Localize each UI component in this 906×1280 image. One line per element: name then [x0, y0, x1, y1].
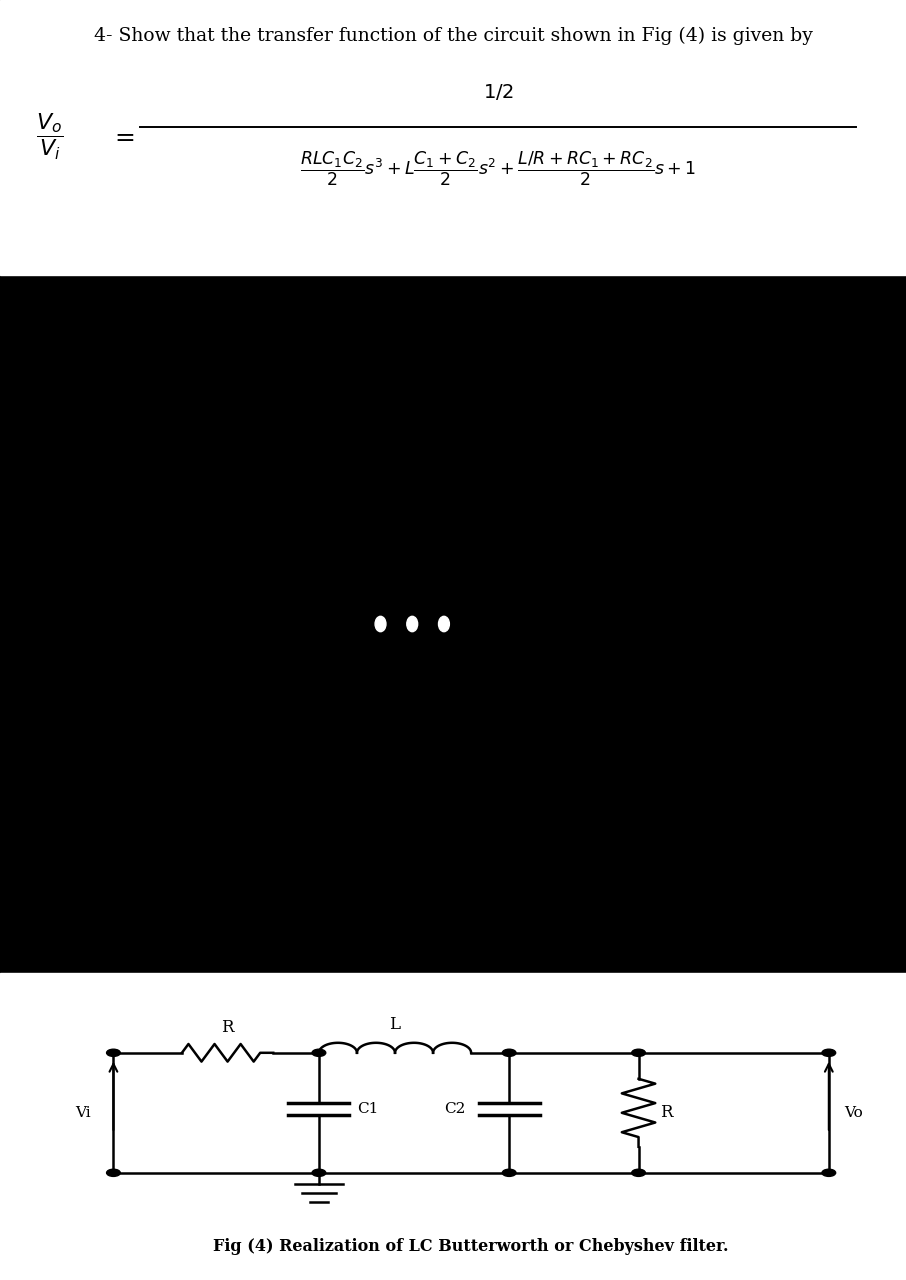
Circle shape — [631, 1050, 645, 1056]
Text: C2: C2 — [445, 1102, 466, 1116]
Text: L: L — [390, 1016, 400, 1033]
Bar — [0, 973, 906, 1280]
Text: Vo: Vo — [844, 1106, 863, 1120]
Circle shape — [502, 1169, 516, 1176]
Circle shape — [822, 1050, 835, 1056]
Text: Fig (4) Realization of LC Butterworth or Chebyshev filter.: Fig (4) Realization of LC Butterworth or… — [214, 1238, 728, 1256]
Text: R: R — [660, 1105, 672, 1121]
Circle shape — [407, 617, 418, 631]
Circle shape — [107, 1050, 120, 1056]
Circle shape — [439, 617, 449, 631]
Text: $=$: $=$ — [110, 125, 135, 148]
Circle shape — [822, 1169, 835, 1176]
Text: $\dfrac{V_o}{V_i}$: $\dfrac{V_o}{V_i}$ — [36, 111, 63, 163]
Text: R: R — [221, 1019, 234, 1036]
Text: Vi: Vi — [75, 1106, 91, 1120]
Text: 4- Show that the transfer function of the circuit shown in Fig (4) is given by: 4- Show that the transfer function of th… — [93, 27, 813, 45]
Circle shape — [375, 617, 386, 631]
Circle shape — [312, 1050, 326, 1056]
Circle shape — [502, 1050, 516, 1056]
Circle shape — [107, 1169, 120, 1176]
Circle shape — [631, 1169, 645, 1176]
Circle shape — [312, 1169, 326, 1176]
Text: $\mathsf{1/2}$: $\mathsf{1/2}$ — [483, 82, 514, 102]
Text: C1: C1 — [357, 1102, 379, 1116]
Text: $\dfrac{RLC_1C_2}{2}s^3+L\dfrac{C_1+C_2}{2}s^2+\dfrac{L/R+RC_1+RC_2}{2}s+1$: $\dfrac{RLC_1C_2}{2}s^3+L\dfrac{C_1+C_2}… — [300, 150, 697, 188]
Bar — [0, 0, 906, 275]
